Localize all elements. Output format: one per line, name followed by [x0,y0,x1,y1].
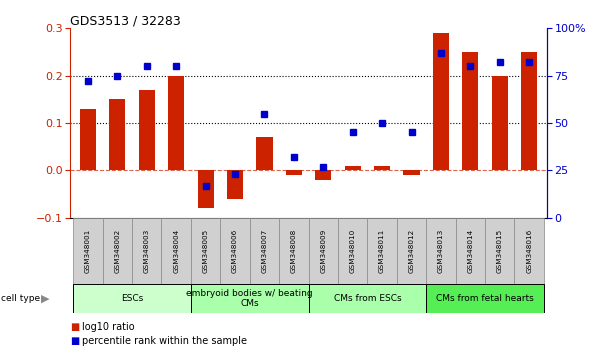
Text: GSM348003: GSM348003 [144,229,150,273]
FancyBboxPatch shape [338,218,367,285]
Bar [80,109,96,170]
Text: GSM348013: GSM348013 [438,229,444,273]
Bar [139,90,155,170]
FancyBboxPatch shape [250,218,279,285]
FancyBboxPatch shape [279,218,309,285]
Text: GSM348014: GSM348014 [467,229,474,273]
FancyBboxPatch shape [367,218,397,285]
FancyBboxPatch shape [514,218,544,285]
Bar [403,170,420,175]
FancyBboxPatch shape [426,218,456,285]
Bar [374,166,390,170]
Bar [433,33,449,170]
Text: GSM348016: GSM348016 [526,229,532,273]
FancyBboxPatch shape [485,218,514,285]
Text: ■: ■ [70,322,79,332]
Text: CMs from fetal hearts: CMs from fetal hearts [436,294,534,303]
Bar [286,170,302,175]
Text: GSM348012: GSM348012 [409,229,414,273]
Text: ■: ■ [70,336,79,346]
Bar [257,137,273,170]
FancyBboxPatch shape [103,218,132,285]
Text: GDS3513 / 32283: GDS3513 / 32283 [70,14,181,27]
Bar [463,52,478,170]
Bar [227,170,243,199]
Bar [492,76,508,170]
Text: percentile rank within the sample: percentile rank within the sample [82,336,247,346]
Bar [315,170,331,180]
Text: GSM348008: GSM348008 [291,229,297,273]
Text: CMs from ESCs: CMs from ESCs [334,294,401,303]
Text: ESCs: ESCs [121,294,143,303]
Text: GSM348011: GSM348011 [379,229,385,273]
Text: embryoid bodies w/ beating
CMs: embryoid bodies w/ beating CMs [186,289,313,308]
Text: GSM348004: GSM348004 [173,229,179,273]
FancyBboxPatch shape [456,218,485,285]
Bar [197,170,214,208]
Text: ▶: ▶ [41,294,49,304]
FancyBboxPatch shape [132,218,161,285]
Text: GSM348015: GSM348015 [497,229,503,273]
FancyBboxPatch shape [73,218,103,285]
Text: GSM348010: GSM348010 [349,229,356,273]
Bar [109,99,125,170]
Bar [168,76,185,170]
FancyBboxPatch shape [191,218,221,285]
FancyBboxPatch shape [191,284,309,313]
Text: GSM348006: GSM348006 [232,229,238,273]
Text: log10 ratio: log10 ratio [82,322,135,332]
FancyBboxPatch shape [221,218,250,285]
Text: cell type: cell type [1,294,40,303]
Text: GSM348005: GSM348005 [203,229,208,273]
FancyBboxPatch shape [397,218,426,285]
FancyBboxPatch shape [309,218,338,285]
FancyBboxPatch shape [426,284,544,313]
Bar [345,166,360,170]
FancyBboxPatch shape [309,284,426,313]
Text: GSM348001: GSM348001 [85,229,91,273]
FancyBboxPatch shape [73,284,191,313]
Text: GSM348002: GSM348002 [114,229,120,273]
FancyBboxPatch shape [161,218,191,285]
Bar [521,52,537,170]
Text: GSM348007: GSM348007 [262,229,268,273]
Text: GSM348009: GSM348009 [320,229,326,273]
